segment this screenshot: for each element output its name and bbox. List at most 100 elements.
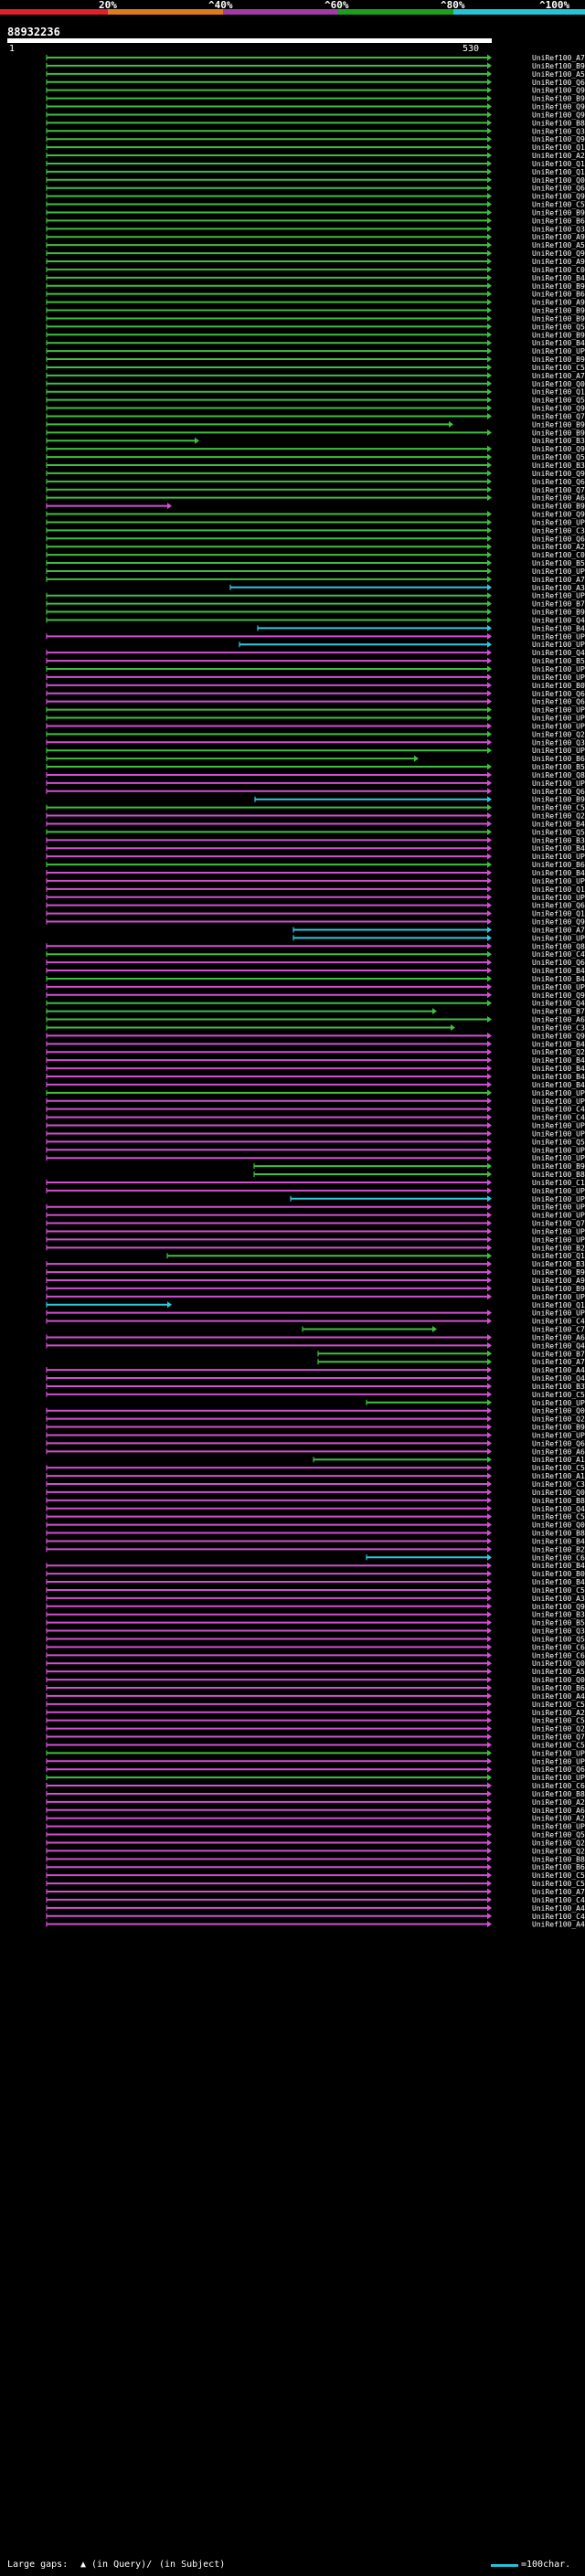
hit-label[interactable]: UniRef100_A6WDL9 (532, 1016, 585, 1024)
hit-label[interactable]: UniRef100_A9RES3 (532, 258, 585, 266)
hit-label[interactable]: UniRef100_B8BBJ4 (532, 1171, 585, 1179)
hit-label[interactable]: UniRef100_C4PYH1 (532, 1114, 585, 1122)
hit-label[interactable]: UniRef100_A1DDD5 (532, 1456, 585, 1464)
hit-label[interactable]: UniRef100_UP1000... (532, 1187, 585, 1195)
hit-label[interactable]: UniRef100_C1MJJ7 (532, 1179, 585, 1187)
hit-label[interactable]: UniRef100_Q9V3E7 (532, 1032, 585, 1040)
hit-label[interactable]: UniRef100_Q5D8H8 (532, 1138, 585, 1146)
hit-label[interactable]: UniRef100_UP1000... (532, 592, 585, 600)
hit-label[interactable]: UniRef100_Q459L1 (532, 616, 585, 624)
hit-label[interactable]: UniRef100_B4P2H1 (532, 1578, 585, 1586)
hit-label[interactable]: UniRef100_A2YUQ0 (532, 1798, 585, 1807)
hit-label[interactable]: UniRef100_B5RJ32 (532, 1619, 585, 1627)
hit-label[interactable]: UniRef100_Q9LF77 (532, 445, 585, 453)
hit-label[interactable]: UniRef100_C4JT57 (532, 1896, 585, 1904)
hit-label[interactable]: UniRef100_Q4R2P7 (532, 649, 585, 657)
hit-label[interactable]: UniRef100_Q6GLA3 (532, 1765, 585, 1774)
hit-label[interactable]: UniRef100_A5G7K7 (532, 1668, 585, 1676)
hit-label[interactable]: UniRef100_UP1000... (532, 722, 585, 730)
hit-label[interactable]: UniRef100_Q02SM3 (532, 1659, 585, 1668)
hit-label[interactable]: UniRef100_B8M0S7 (532, 1530, 585, 1538)
hit-label[interactable]: UniRef100_Q10N90 (532, 160, 585, 168)
hit-label[interactable]: UniRef100_B5XE92 (532, 657, 585, 665)
hit-label[interactable]: UniRef100_B9GER3 (532, 208, 585, 217)
hit-label[interactable]: UniRef100_Q4KL64 (532, 1000, 585, 1008)
hit-label[interactable]: UniRef100_A9TZ56 (532, 233, 585, 241)
hit-label[interactable]: UniRef100_Q6GLW1 (532, 902, 585, 910)
hit-label[interactable]: UniRef100_UP1000... (532, 715, 585, 723)
hit-label[interactable]: UniRef100_UP1000... (532, 1195, 585, 1203)
hit-label[interactable]: UniRef100_A4QVP3 (532, 1366, 585, 1374)
hit-label[interactable]: UniRef100_Q8K998 (532, 771, 585, 779)
hit-label[interactable]: UniRef100_Q1MSS9 (532, 388, 585, 397)
hit-label[interactable]: UniRef100_Q0CDD3 (532, 1521, 585, 1530)
hit-label[interactable]: UniRef100_UP1000... (532, 347, 585, 355)
hit-label[interactable]: UniRef100_B0WLB4 (532, 682, 585, 690)
hit-label[interactable]: UniRef100_C7YQF0 (532, 1326, 585, 1334)
hit-label[interactable]: UniRef100_C5Z804 (532, 804, 585, 812)
hit-label[interactable]: UniRef100_Q1EDV0 (532, 910, 585, 918)
hit-label[interactable]: UniRef100_B9T1X4 (532, 314, 585, 323)
hit-label[interactable]: UniRef100_B9G106 (532, 429, 585, 437)
hit-label[interactable]: UniRef100_Q0UWD0 (532, 1407, 585, 1415)
hit-label[interactable]: UniRef100_B4Q8D0 (532, 975, 585, 983)
hit-label[interactable]: UniRef100_B3RY44 (532, 1260, 585, 1268)
hit-label[interactable]: UniRef100_Q5C704 (532, 397, 585, 405)
hit-label[interactable]: UniRef100_Q07ZC1 (532, 1489, 585, 1497)
hit-label[interactable]: UniRef100_C4PYH4 (532, 1318, 585, 1326)
hit-label[interactable]: UniRef100_B4HX59 (532, 1040, 585, 1048)
hit-label[interactable]: UniRef100_B3QSZ9 (532, 1611, 585, 1619)
hit-label[interactable]: UniRef100_B5U968 (532, 559, 585, 567)
hit-label[interactable]: UniRef100_Q9C377 (532, 511, 585, 519)
hit-label[interactable]: UniRef100_A5BSU2 (532, 241, 585, 249)
hit-label[interactable]: UniRef100_B9H3H7 (532, 307, 585, 315)
hit-label[interactable]: UniRef100_Q1HE02 (532, 885, 585, 894)
hit-label[interactable]: UniRef100_UP1000... (532, 983, 585, 991)
hit-label[interactable]: UniRef100_Q3TQ14 (532, 738, 585, 747)
hit-label[interactable]: UniRef100_B6T0T9 (532, 755, 585, 763)
hit-label[interactable]: UniRef100_Q6C2H2 (532, 1439, 585, 1447)
hit-label[interactable]: UniRef100_Q6IT92 (532, 788, 585, 796)
hit-label[interactable]: UniRef100_Q9LT73 (532, 111, 585, 119)
hit-label[interactable]: UniRef100_B6TMX7 (532, 291, 585, 299)
hit-label[interactable]: UniRef100_C4JPX5 (532, 1913, 585, 1921)
hit-label[interactable]: UniRef100_B9AZ80 (532, 355, 585, 364)
hit-label[interactable]: UniRef100_B5FJN8 (532, 763, 585, 771)
hit-label[interactable]: UniRef100_B8NEL6 (532, 1855, 585, 1863)
hit-label[interactable]: UniRef100_C0P493 (532, 266, 585, 274)
hit-label[interactable]: UniRef100_C5V301 (532, 1391, 585, 1399)
hit-label[interactable]: UniRef100_UP1000... (532, 1757, 585, 1765)
hit-label[interactable]: UniRef100_UP1000... (532, 1431, 585, 1439)
hit-label[interactable]: UniRef100_Q1H5H0 (532, 143, 585, 152)
hit-label[interactable]: UniRef100_A7RBY1 (532, 576, 585, 584)
hit-label[interactable]: UniRef100_B9EJR7 (532, 1268, 585, 1277)
hit-label[interactable]: UniRef100_Q91FW5 (532, 1603, 585, 1611)
hit-label[interactable]: UniRef100_Q4P120 (532, 1505, 585, 1513)
hit-label[interactable]: UniRef100_Q7QJP5 (532, 1220, 585, 1228)
hit-label[interactable]: UniRef100_C5JSD1 (532, 1701, 585, 1709)
hit-label[interactable]: UniRef100_B7PWG0 (532, 600, 585, 609)
hit-label[interactable]: UniRef100_B4I4N3 (532, 1073, 585, 1081)
hit-label[interactable]: UniRef100_UP1000... (532, 747, 585, 755)
hit-label[interactable]: UniRef100_Q9FJE1 (532, 193, 585, 201)
hit-label[interactable]: UniRef100_B9HTL2 (532, 282, 585, 291)
hit-label[interactable]: UniRef100_Q3EB88 (532, 127, 585, 135)
hit-label[interactable]: UniRef100_A2SM69 (532, 1815, 585, 1823)
hit-label[interactable]: UniRef100_B6HKR4 (532, 1684, 585, 1692)
hit-label[interactable]: UniRef100_A3C7R2 (532, 584, 585, 592)
hit-label[interactable]: UniRef100_Q6NZ72 (532, 478, 585, 486)
hit-label[interactable]: UniRef100_A4RL81 (532, 1904, 585, 1913)
hit-label[interactable]: UniRef100_B9HWB6 (532, 1162, 585, 1171)
hit-label[interactable]: UniRef100_A7NZ48 (532, 54, 585, 62)
hit-label[interactable]: UniRef100_B0Y2B1 (532, 1570, 585, 1578)
hit-label[interactable]: UniRef100_Q2IE59 (532, 1839, 585, 1847)
hit-label[interactable]: UniRef100_Q8R7S3 (532, 942, 585, 950)
hit-label[interactable]: UniRef100_Q29GS4 (532, 1048, 585, 1056)
hit-label[interactable]: UniRef100_B8NKC3 (532, 1790, 585, 1798)
hit-label[interactable]: UniRef100_B4LZC6 (532, 1081, 585, 1089)
hit-label[interactable]: UniRef100_UP1000... (532, 1154, 585, 1162)
hit-label[interactable]: UniRef100_Q10N89 (532, 168, 585, 176)
hit-label[interactable]: UniRef100_A3DS51 (532, 1595, 585, 1603)
hit-label[interactable]: UniRef100_Q5LBT8 (532, 1831, 585, 1839)
hit-label[interactable]: UniRef100_Q5ZL34 (532, 323, 585, 331)
